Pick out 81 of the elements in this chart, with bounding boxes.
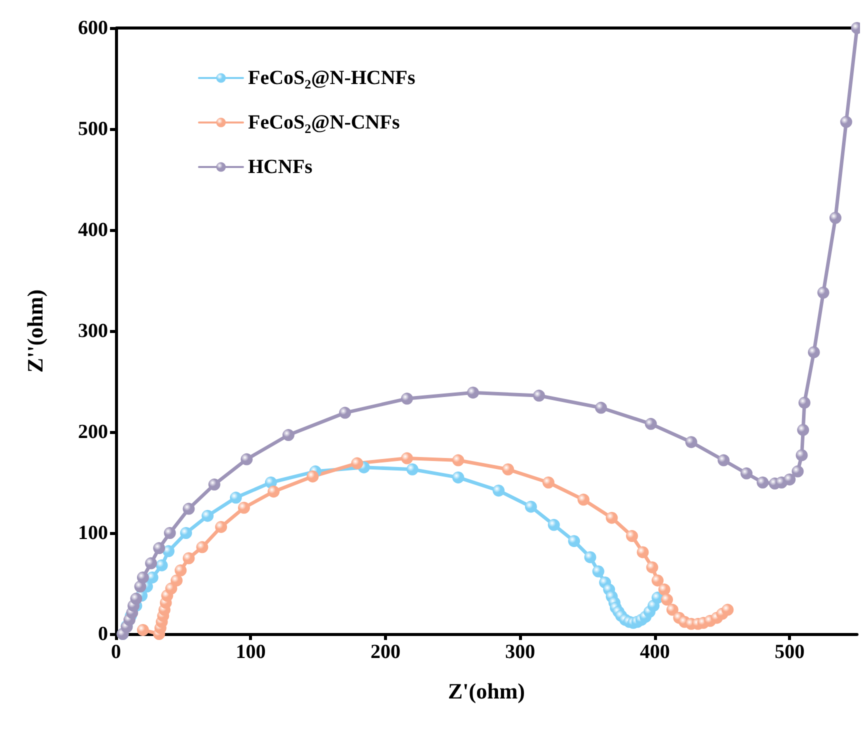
x-tick-label: 100 [236, 641, 266, 663]
point [452, 471, 464, 484]
point [162, 545, 175, 558]
y-tick-label: 100 [78, 522, 108, 544]
point [230, 492, 242, 504]
point [180, 527, 192, 539]
point [196, 541, 208, 554]
point [165, 582, 178, 595]
point [452, 454, 464, 466]
point [174, 564, 187, 576]
point [467, 386, 480, 399]
point [136, 571, 149, 584]
x-axis-title: Z'(ohm) [448, 678, 525, 704]
point [740, 467, 753, 480]
point [170, 574, 183, 586]
point [339, 406, 352, 419]
point [756, 476, 769, 488]
point [685, 436, 698, 448]
point [646, 561, 658, 574]
y-tick-label: 0 [98, 623, 108, 645]
point [829, 212, 842, 224]
point [524, 500, 537, 513]
legend-label: HCNFs [248, 156, 313, 178]
point [502, 463, 514, 476]
point [492, 484, 505, 497]
point [636, 546, 649, 558]
point [130, 592, 142, 605]
point [817, 286, 830, 299]
point [595, 402, 608, 414]
point [661, 594, 674, 606]
point [584, 551, 596, 564]
point [401, 452, 414, 464]
point [626, 530, 638, 542]
point [145, 557, 158, 570]
point [784, 473, 796, 486]
y-tick-label: 400 [78, 219, 108, 241]
x-tick-label: 300 [505, 641, 536, 663]
point [215, 520, 228, 533]
point [797, 424, 810, 436]
point [153, 542, 166, 554]
point [798, 396, 810, 409]
point [658, 584, 670, 596]
x-tick-label: 200 [370, 641, 400, 663]
point [208, 478, 220, 491]
point [401, 392, 414, 405]
point [533, 390, 546, 402]
x-tick-label: 400 [640, 641, 670, 663]
point [792, 465, 804, 478]
point [718, 454, 730, 466]
point [306, 470, 319, 482]
point [238, 502, 250, 514]
point [578, 494, 590, 506]
point [644, 418, 657, 430]
point [182, 552, 195, 564]
point [808, 346, 820, 358]
y-tick-label: 300 [78, 320, 108, 342]
y-tick-label: 200 [78, 421, 108, 443]
point [136, 624, 149, 636]
y-axis-title: Z''(ohm) [22, 289, 48, 373]
point [542, 476, 554, 488]
point [722, 604, 734, 616]
y-tick-label: 600 [78, 17, 108, 39]
y-tick-label: 500 [78, 118, 108, 140]
point [164, 527, 176, 539]
point [840, 116, 852, 128]
point [592, 565, 604, 578]
point [406, 463, 418, 476]
point [796, 449, 808, 462]
point [240, 453, 253, 466]
point [548, 518, 560, 531]
point [666, 604, 678, 616]
point [182, 502, 195, 515]
point [156, 559, 168, 572]
point [606, 512, 618, 524]
point [282, 429, 294, 442]
point [351, 457, 364, 470]
point [652, 574, 664, 586]
point [202, 510, 214, 522]
x-tick-label: 500 [774, 641, 805, 663]
point [568, 535, 580, 548]
point [268, 486, 280, 498]
